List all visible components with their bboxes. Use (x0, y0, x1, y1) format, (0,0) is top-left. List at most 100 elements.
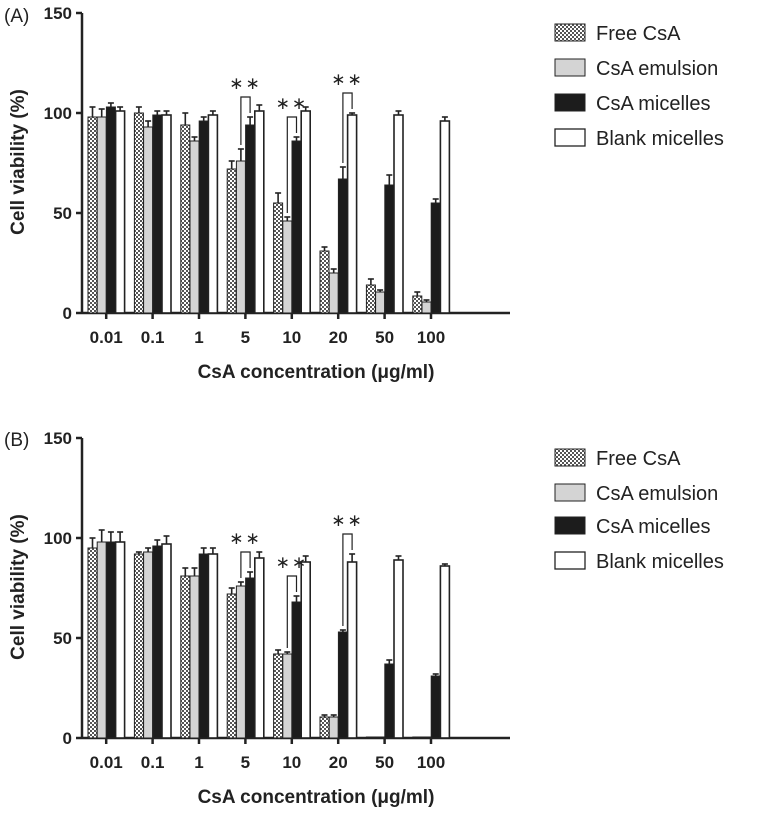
x-axis-title: CsA concentration (μg/ml) (198, 787, 435, 808)
bar-csa-emulsion (282, 653, 293, 739)
bar-blank-micelles (393, 559, 404, 739)
bar-blank-micelles (161, 543, 172, 739)
bar-csa-emulsion (328, 716, 339, 739)
bar-csa-micelles (337, 178, 348, 314)
bar-blank-micelles (346, 561, 358, 739)
bar-free-csa (365, 284, 376, 314)
y-tick-label: 0 (63, 304, 72, 323)
x-tick-label: 50 (375, 753, 394, 772)
x-tick-label: 0.1 (141, 753, 165, 772)
significance-bracket (342, 92, 353, 163)
legend-label-csa-micelles: CsA micelles (596, 516, 710, 538)
bar-csa-micelles (245, 577, 256, 739)
bar-csa-micelles (384, 663, 395, 739)
bar-csa-micelles (337, 631, 348, 739)
bar-csa-emulsion (421, 736, 432, 739)
x-tick-label: 5 (241, 753, 250, 772)
significance-bracket (240, 96, 251, 145)
bar-free-csa (273, 202, 284, 314)
bar-csa-micelles (152, 545, 163, 739)
bar-csa-micelles (105, 541, 116, 739)
bar-free-csa (412, 736, 423, 739)
bar-blank-micelles (114, 541, 126, 739)
significance-bracket (286, 116, 298, 213)
panel-label: (B) (4, 430, 29, 451)
bar-blank-micelles (300, 561, 312, 739)
bar-csa-emulsion (96, 541, 107, 739)
significance-label: ∗∗ (276, 94, 309, 114)
bar-blank-micelles (207, 114, 219, 314)
panel-b: (B) Cell viability (%) CsA concentration… (4, 429, 724, 808)
legend-swatch-blank-micelles (554, 128, 586, 147)
x-tick-label: 0.1 (141, 328, 165, 347)
bar-csa-emulsion (375, 291, 386, 314)
significance-label: ∗∗ (276, 553, 309, 573)
bar-csa-micelles (430, 675, 441, 739)
bar-csa-emulsion (421, 301, 432, 314)
bar-blank-micelles (207, 553, 219, 739)
bar-blank-micelles (346, 114, 358, 314)
legend-swatch-blank-micelles (554, 551, 586, 570)
bar-free-csa (87, 116, 98, 314)
significance-label: ∗∗ (331, 511, 364, 531)
legend-swatch-free-csa (554, 23, 586, 42)
bar-free-csa (226, 593, 237, 739)
bar-csa-micelles (105, 106, 116, 314)
bar-free-csa (365, 736, 376, 739)
significance-label: ∗∗ (229, 74, 262, 94)
bar-csa-micelles (384, 184, 395, 314)
bar-csa-emulsion (282, 220, 293, 314)
y-tick-label: 150 (44, 4, 72, 23)
x-tick-label: 20 (329, 328, 348, 347)
y-tick-label: 150 (44, 429, 72, 448)
bar-csa-emulsion (328, 272, 339, 314)
legend: Free CsA CsA emulsion CsA micelles Blank… (554, 448, 724, 573)
x-tick-label: 100 (417, 328, 445, 347)
bar-csa-emulsion (189, 575, 200, 739)
bar-free-csa (273, 653, 284, 739)
legend-label-csa-micelles: CsA micelles (596, 93, 710, 115)
significance-label: ∗∗ (229, 529, 262, 549)
legend-label-csa-emulsion: CsA emulsion (596, 58, 718, 80)
bar-csa-micelles (245, 124, 256, 314)
bar-blank-micelles (439, 565, 451, 739)
bar-free-csa (180, 575, 191, 739)
significance-bracket (240, 551, 251, 578)
bar-blank-micelles (300, 110, 312, 314)
bar-csa-emulsion (375, 736, 386, 739)
bar-csa-emulsion (189, 140, 200, 314)
bar-csa-micelles (198, 120, 209, 314)
x-axis-title: CsA concentration (μg/ml) (198, 362, 435, 383)
x-tick-label: 10 (282, 753, 301, 772)
bar-csa-micelles (291, 140, 302, 314)
legend-swatch-free-csa (554, 448, 586, 467)
bar-csa-micelles (430, 202, 441, 314)
bar-blank-micelles (254, 110, 265, 314)
x-tick-label: 10 (282, 328, 301, 347)
legend-swatch-csa-emulsion (554, 483, 586, 502)
legend-label-free-csa: Free CsA (596, 23, 681, 45)
y-axis-title: Cell viability (%) (8, 514, 29, 660)
panel-label: (A) (4, 6, 29, 27)
bar-csa-emulsion (143, 551, 154, 739)
bar-blank-micelles (393, 114, 404, 314)
y-tick-label: 50 (53, 629, 72, 648)
legend-label-blank-micelles: Blank micelles (596, 128, 724, 150)
y-tick-label: 50 (53, 204, 72, 223)
bar-csa-micelles (198, 553, 209, 739)
significance-bracket (286, 575, 298, 648)
legend-swatch-csa-micelles (554, 516, 586, 535)
bar-free-csa (319, 250, 330, 314)
significance-bracket (342, 533, 353, 626)
bar-free-csa (180, 124, 191, 314)
bar-csa-emulsion (235, 585, 246, 739)
x-tick-label: 50 (375, 328, 394, 347)
legend-label-blank-micelles: Blank micelles (596, 551, 724, 573)
legend-label-csa-emulsion: CsA emulsion (596, 483, 718, 505)
legend-swatch-csa-micelles (554, 93, 586, 112)
bar-free-csa (87, 547, 98, 739)
x-tick-label: 5 (241, 328, 250, 347)
x-tick-label: 1 (194, 753, 203, 772)
bar-free-csa (133, 112, 144, 314)
